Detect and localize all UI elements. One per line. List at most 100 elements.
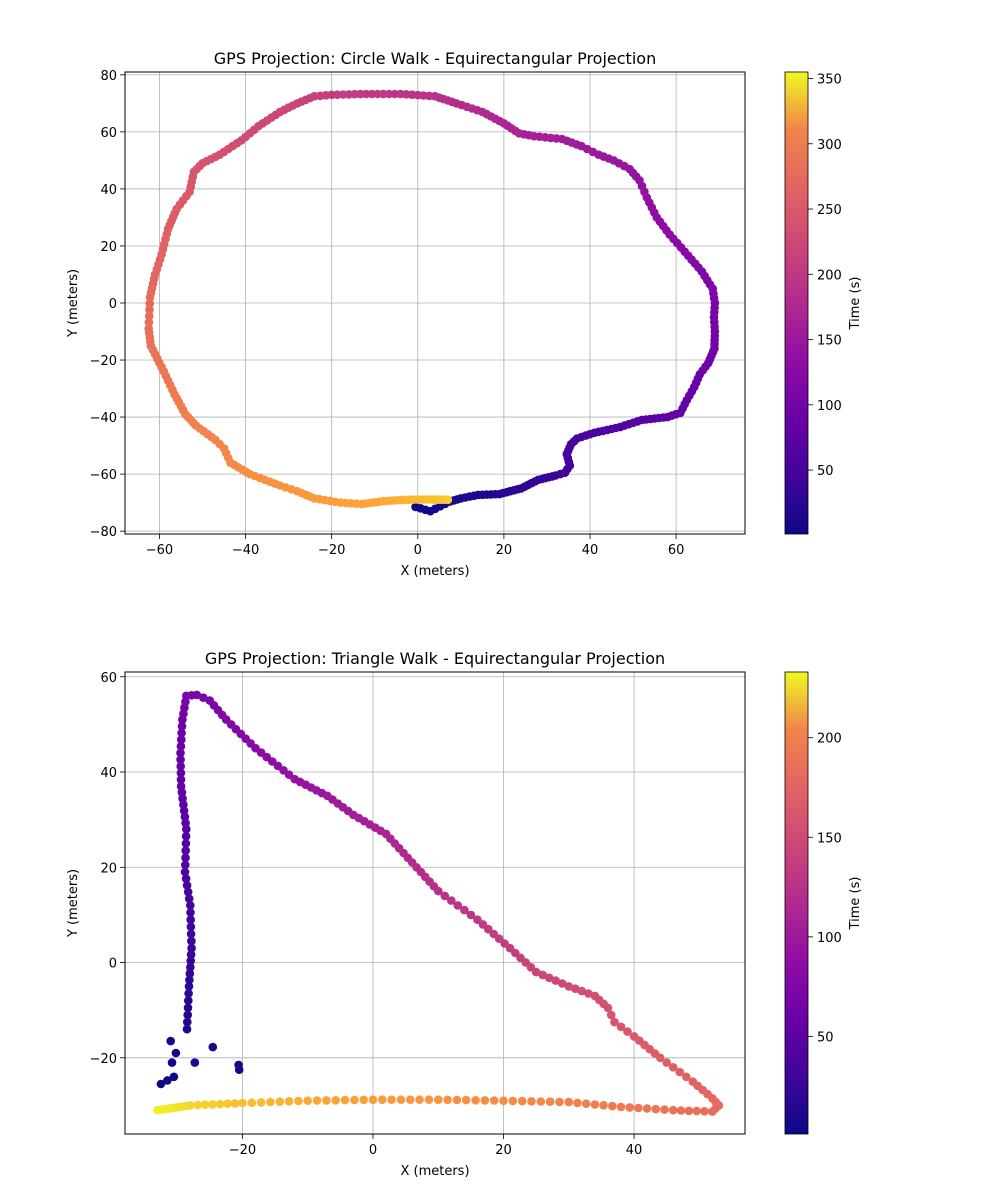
- data-point: [499, 1096, 508, 1105]
- data-point: [452, 1095, 462, 1105]
- data-point: [176, 768, 186, 778]
- data-point: [440, 891, 450, 901]
- data-points: [144, 89, 720, 516]
- colorbar-tick-label: 300: [817, 138, 842, 153]
- data-point: [668, 1105, 678, 1115]
- y-tick-label: 0: [109, 297, 117, 312]
- data-point: [180, 867, 190, 877]
- y-axis-ticks: −20 0 20 40 60: [90, 671, 125, 1067]
- data-point: [166, 1036, 175, 1046]
- data-point: [183, 1010, 192, 1020]
- x-tick-label: 20: [496, 543, 513, 558]
- data-point: [153, 1105, 162, 1115]
- data-point: [443, 495, 453, 505]
- data-point: [682, 1072, 691, 1082]
- data-point: [234, 1060, 243, 1070]
- data-point: [460, 905, 469, 915]
- gridlines: [125, 72, 745, 534]
- data-point: [387, 1095, 396, 1104]
- data-point: [322, 1096, 331, 1105]
- data-point: [266, 1097, 275, 1107]
- data-point: [184, 982, 194, 991]
- data-point: [359, 1095, 369, 1105]
- y-tick-label: 60: [100, 126, 117, 141]
- y-tick-label: 60: [100, 671, 117, 686]
- data-point: [508, 1096, 518, 1106]
- data-point: [190, 1058, 200, 1067]
- data-point: [181, 874, 191, 883]
- data-point: [193, 1100, 202, 1110]
- chart-title: GPS Projection: Circle Walk - Equirectan…: [214, 49, 656, 68]
- y-tick-label: 20: [100, 240, 117, 255]
- data-point: [662, 1058, 671, 1067]
- data-point: [676, 1106, 686, 1115]
- data-point: [176, 755, 185, 764]
- data-point: [223, 1099, 232, 1108]
- x-tick-label: 0: [369, 1143, 377, 1158]
- x-tick-label: −40: [232, 543, 259, 558]
- plot-frame: [124, 671, 746, 1135]
- y-tick-label: 80: [100, 69, 117, 84]
- data-point: [186, 929, 196, 939]
- y-tick-label: −20: [90, 1052, 117, 1067]
- data-point: [247, 1098, 257, 1107]
- x-axis-ticks: −60 −40 −20 0 20 40 60: [146, 534, 685, 558]
- data-point: [331, 1096, 341, 1105]
- data-point: [616, 1022, 626, 1032]
- data-point: [480, 1096, 490, 1105]
- y-tick-label: 40: [100, 183, 117, 198]
- data-points: [153, 690, 724, 1116]
- data-point: [544, 973, 554, 983]
- data-point: [571, 984, 580, 993]
- data-point: [447, 896, 456, 905]
- y-tick-label: −60: [90, 468, 117, 483]
- data-point: [185, 975, 194, 985]
- data-point: [177, 728, 186, 738]
- data-point: [424, 1095, 434, 1104]
- data-point: [156, 1079, 166, 1089]
- data-point: [182, 1024, 192, 1034]
- x-tick-label: 60: [668, 543, 685, 558]
- data-point: [555, 1097, 564, 1107]
- data-point: [238, 1098, 247, 1108]
- data-point: [176, 762, 185, 771]
- data-point: [176, 742, 186, 751]
- colorbar-label: Time (s): [848, 877, 863, 931]
- data-point: [655, 1053, 665, 1063]
- data-point: [144, 318, 154, 327]
- data-point: [466, 910, 476, 920]
- data-point: [177, 722, 187, 731]
- data-point: [181, 832, 191, 841]
- colorbar-label: Time (s): [848, 277, 863, 331]
- data-point: [527, 1097, 536, 1106]
- data-point: [584, 989, 593, 998]
- data-point: [551, 976, 560, 985]
- data-point: [215, 1099, 225, 1109]
- data-point: [256, 1098, 266, 1107]
- y-tick-label: 40: [100, 766, 117, 781]
- data-point: [163, 1076, 172, 1085]
- data-point: [171, 1048, 181, 1058]
- y-axis-label: Y (meters): [66, 869, 81, 938]
- data-point: [471, 1096, 480, 1105]
- y-tick-label: −20: [90, 354, 117, 369]
- y-tick-label: 0: [109, 957, 117, 972]
- data-point: [564, 1097, 574, 1107]
- data-point: [368, 1095, 378, 1104]
- colorbar-tick-label: 150: [817, 334, 842, 349]
- data-point: [186, 950, 196, 959]
- data-point: [230, 1099, 240, 1108]
- data-point: [564, 982, 574, 991]
- data-point: [599, 1101, 608, 1110]
- data-point: [623, 1027, 632, 1036]
- circle-walk-chart: GPS Projection: Circle Walk - Equirectan…: [66, 49, 863, 579]
- data-point: [177, 735, 186, 744]
- colorbar-tick-label: 200: [817, 268, 842, 283]
- data-point: [181, 853, 190, 863]
- colorbar-tick-label: 200: [817, 732, 842, 747]
- colorbar-tick-label: 100: [817, 931, 842, 946]
- data-point: [558, 979, 567, 988]
- data-point: [200, 1100, 210, 1109]
